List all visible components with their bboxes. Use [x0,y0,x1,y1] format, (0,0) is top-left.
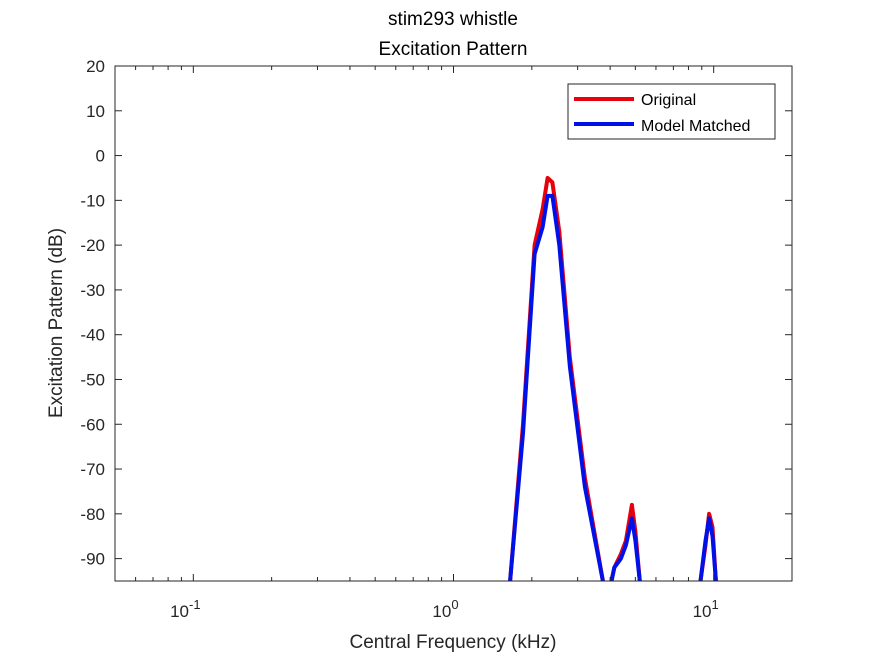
legend-label-model-matched: Model Matched [641,118,750,135]
plot-area [115,66,792,581]
y-tick-label: -20 [80,236,105,255]
y-tick-label: -10 [80,191,105,210]
x-tick-label: 101 [693,597,719,621]
legend-label-original: Original [641,92,696,109]
plot-frame [114,65,793,582]
y-axis-label: Excitation Pattern (dB) [46,228,67,418]
legend-box [567,83,776,140]
x-tick-label: 100 [432,597,458,621]
series-layer [508,176,718,581]
y-tick-label: -70 [80,460,105,479]
y-tick-label: -90 [80,550,105,569]
series-line-model-matched [698,516,718,581]
y-tick-label: 10 [86,102,105,121]
y-tick-label: -30 [80,281,105,300]
y-tick-label: 0 [96,147,105,166]
x-axis-label: Central Frequency (kHz) [350,632,557,653]
x-tick-label: 10-1 [170,597,200,621]
y-tick-label: -40 [80,326,105,345]
y-tick-label: -80 [80,505,105,524]
legend: Original Model Matched [567,83,776,140]
series-line-model-matched [508,193,605,581]
chart-title: stim293 whistle [388,9,518,30]
chart-subtitle: Excitation Pattern [379,39,528,60]
y-tick-label: -50 [80,370,105,389]
y-tick-label: 20 [86,57,105,76]
series-line-model-matched [609,516,642,581]
y-tick-label: -60 [80,415,105,434]
